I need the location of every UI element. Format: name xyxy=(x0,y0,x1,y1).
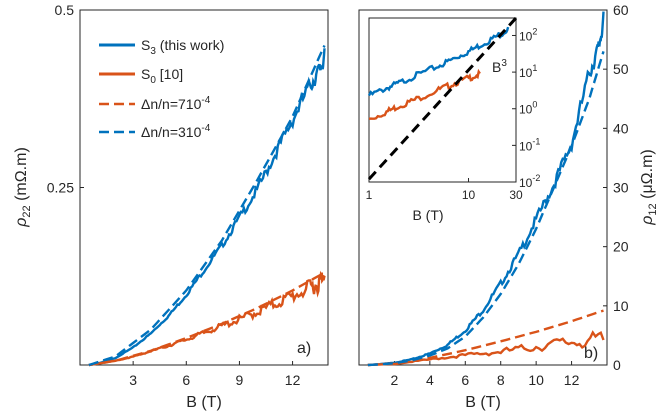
panel-a-series-2 xyxy=(88,271,326,367)
panel-a-xtick-label: 3 xyxy=(129,372,137,388)
legend-entry-dn3: Δn/n=310-4 xyxy=(141,123,211,140)
inset-series-2 xyxy=(367,16,518,181)
panel-b-x-ticks: 2 4 6 8 10 12 xyxy=(391,361,580,388)
panel-b-label: b) xyxy=(584,345,598,362)
panel-b-ylabel-sub: 12 xyxy=(647,203,659,215)
panel-b-ytick-label: 50 xyxy=(613,61,629,77)
panel-b-ylabel: ρ12 (μΩ.m) xyxy=(639,149,659,225)
inset-xtick-label: 10 xyxy=(462,188,476,202)
panel-a-ytick-label: 0.25 xyxy=(47,180,74,196)
panel-b-ytick-label: 60 xyxy=(613,2,629,18)
panel-b-ylabel-main: ρ xyxy=(639,216,656,226)
inset-ytick-label: 10-1 xyxy=(519,136,540,153)
panel-a: 3 6 9 12 0.25 0.5 a) B (T) ρ22 (mΩ.m) S3 (th… xyxy=(13,2,329,411)
panel-b-series-3 xyxy=(367,51,605,367)
inset-ytick-label: 100 xyxy=(519,100,537,117)
panel-a-series xyxy=(88,45,326,367)
panel-a-series-3 xyxy=(88,45,326,367)
inset-series-0 xyxy=(367,26,510,97)
panel-b-ytick-label: 20 xyxy=(613,239,629,255)
inset-x-ticks: 1 10 30 xyxy=(366,178,523,202)
panel-a-ylabel-units: (mΩ.m) xyxy=(13,147,30,205)
inset-b3-annotation: B3 xyxy=(492,58,507,75)
panel-b-xtick-label: 10 xyxy=(528,372,544,388)
inset-xlabel: B (T) xyxy=(412,207,443,223)
panel-b-xtick-label: 6 xyxy=(461,372,469,388)
panel-a-xlabel: B (T) xyxy=(186,394,222,411)
panel-b-ytick-label: 0 xyxy=(613,357,621,373)
panel-b-xtick-label: 4 xyxy=(426,372,434,388)
panel-a-label: a) xyxy=(297,340,311,357)
panel-b-xtick-label: 8 xyxy=(497,372,505,388)
inset-xtick-label: 1 xyxy=(366,188,373,202)
panel-b-ytick-label: 40 xyxy=(613,120,629,136)
legend-entry-s0: S0 [10] xyxy=(141,66,183,86)
panel-b-xlabel: B (T) xyxy=(465,394,501,411)
panel-b-y-ticks: 0 10 20 30 40 50 60 xyxy=(603,2,629,373)
panel-a-x-ticks: 3 6 9 12 xyxy=(129,361,301,388)
legend-entry-dn7: Δn/n=710-4 xyxy=(141,95,211,112)
panel-b-ytick-label: 30 xyxy=(613,180,629,196)
panel-a-xtick-label: 12 xyxy=(285,372,301,388)
panel-b-series xyxy=(367,11,605,367)
panel-b-ytick-label: 10 xyxy=(613,298,629,314)
inset-xtick-label: 30 xyxy=(509,188,523,202)
inset-ytick-label: 102 xyxy=(519,26,537,43)
panel-b-xtick-label: 2 xyxy=(391,372,399,388)
panel-b-xtick-label: 12 xyxy=(564,372,580,388)
inset-series-1 xyxy=(368,68,481,120)
legend: S3 (this work) S0 [10] Δn/n=710-4 Δn/n=3… xyxy=(99,37,224,140)
panel-a-ylabel-main: ρ xyxy=(13,218,30,228)
inset-series xyxy=(367,16,518,181)
inset-y-ticks: 10-2 10-1 100 101 102 xyxy=(512,26,540,190)
inset-ytick-label: 101 xyxy=(519,63,537,80)
panel-a-ylabel: ρ22 (mΩ.m) xyxy=(13,147,33,228)
legend-entry-s3: S3 (this work) xyxy=(141,37,224,57)
panel-a-frame xyxy=(79,9,329,366)
inset-loglog: 1 10 30 10-2 10-1 100 101 102 B3 B (T) xyxy=(366,16,540,223)
panel-a-xtick-label: 9 xyxy=(236,372,244,388)
inset-ytick-label: 10-2 xyxy=(519,173,540,190)
panel-a-y-ticks: 0.25 0.5 xyxy=(47,2,84,196)
panel-a-xtick-label: 6 xyxy=(182,372,190,388)
panel-a-ytick-label: 0.5 xyxy=(55,2,75,18)
panel-a-ylabel-sub: 22 xyxy=(21,205,33,217)
panel-b-series-2 xyxy=(367,309,604,367)
panel-b-ylabel-units: (μΩ.m) xyxy=(639,149,656,203)
